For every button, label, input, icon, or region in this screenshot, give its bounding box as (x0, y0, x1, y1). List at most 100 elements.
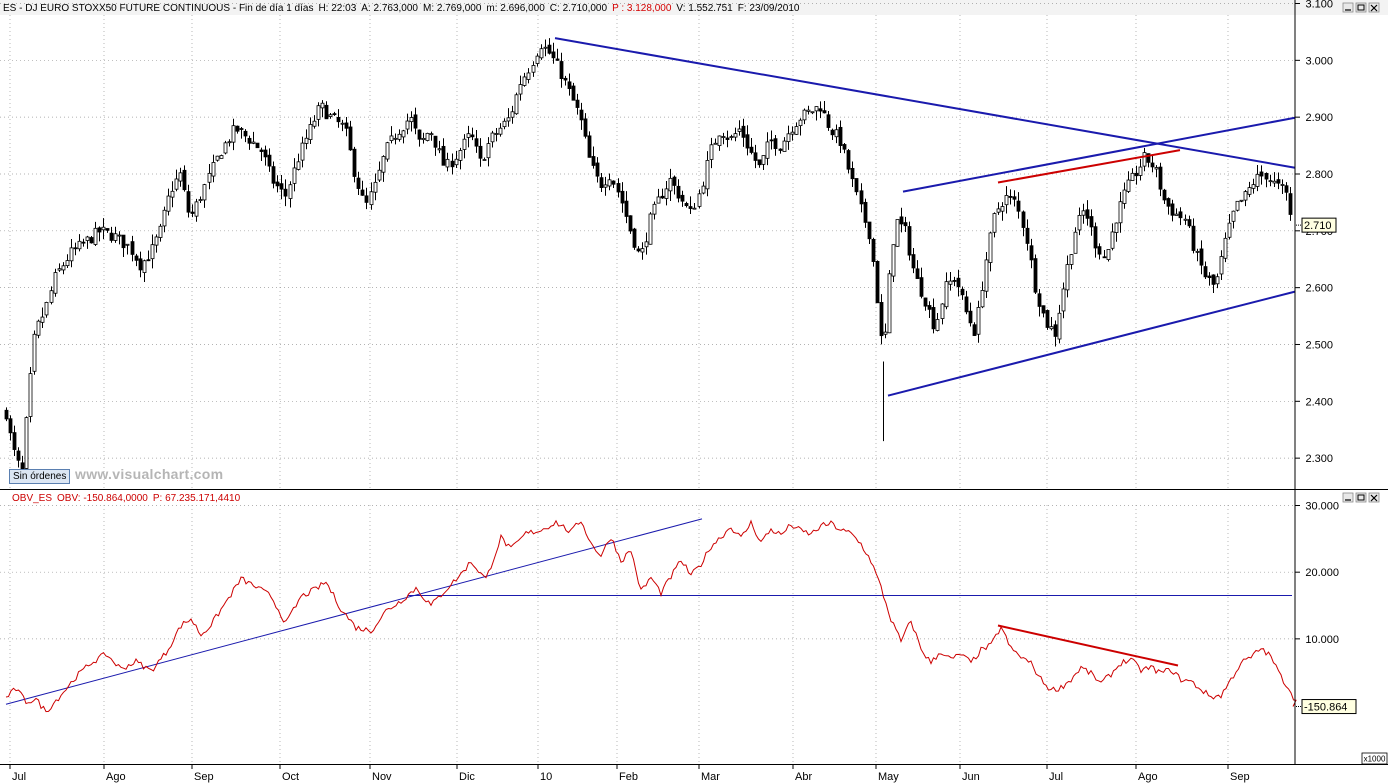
last-value-text: -150.864 (1304, 702, 1347, 714)
candle-body (1016, 200, 1021, 212)
header-stat-label: m: (486, 3, 500, 14)
obv-window-buttons[interactable] (1342, 492, 1380, 503)
candle-body (73, 247, 78, 250)
candle-body (1272, 180, 1277, 184)
candle-body (721, 136, 726, 138)
price-last-value: 2.710 (1296, 217, 1337, 233)
candle-body (389, 135, 394, 141)
candle-body (887, 273, 892, 334)
candle-body (433, 135, 438, 148)
candle-body (632, 228, 637, 248)
candle-body (1284, 185, 1289, 193)
candle-body (684, 203, 689, 207)
candle-body (543, 46, 548, 49)
candle-body (49, 290, 54, 303)
candle-body (1000, 206, 1005, 212)
candle-body (871, 238, 876, 262)
candle-body (935, 319, 940, 331)
candle-body (773, 138, 778, 149)
candle-body (1243, 191, 1248, 201)
trendline[interactable] (902, 116, 1296, 193)
candle-body (1227, 222, 1232, 238)
obv-y-tick-label: 20.000 (1305, 567, 1339, 579)
candle-body (518, 84, 523, 95)
candle-body (1102, 256, 1107, 259)
candle-body (761, 155, 766, 165)
candle-body (863, 201, 868, 223)
candle-body (802, 109, 807, 121)
candle-body (628, 215, 633, 232)
trendline[interactable] (887, 290, 1296, 397)
candle-body (1199, 248, 1204, 266)
candle-body (1142, 152, 1147, 167)
candle-body (170, 190, 175, 198)
candle-body (1146, 153, 1151, 163)
candle-body (834, 129, 839, 138)
candle-body (879, 302, 884, 337)
candle-body (409, 117, 414, 123)
obv-trendline[interactable] (5, 518, 703, 705)
candle-body (211, 162, 216, 177)
candle-body (506, 117, 511, 122)
header-stat-value: 3.128,000 (627, 3, 672, 14)
maximize-icon[interactable] (1355, 2, 1367, 13)
candle-body (101, 226, 106, 231)
candle-body (778, 148, 783, 151)
candle-body (142, 260, 147, 273)
candle-body (956, 277, 961, 288)
candle-body (16, 450, 21, 461)
obv-header-text: OBV_ES OBV: -150.864,0000 P: 67.235.171,44… (12, 493, 241, 504)
price-window-buttons[interactable] (1342, 2, 1380, 13)
x-tick-label: Feb (619, 771, 638, 783)
candle-body (1069, 254, 1074, 265)
candle-body (320, 102, 325, 109)
candle-body (838, 126, 843, 146)
candle-body (283, 188, 288, 197)
candle-body (397, 133, 402, 140)
header-stat-label: P: (153, 493, 165, 504)
candle-body (1057, 312, 1062, 340)
candle-body (790, 131, 795, 135)
candle-body (154, 236, 159, 246)
candle-body (709, 144, 714, 160)
candle-body (458, 150, 463, 161)
candle-body (968, 310, 973, 324)
header-stat-value: 2.696,000 (500, 3, 545, 14)
x-tick-label: 10 (540, 771, 552, 783)
candle-body (417, 129, 422, 140)
candle-body (510, 111, 515, 118)
candle-body (1150, 162, 1155, 168)
candle-body (583, 118, 588, 137)
candle-body (65, 260, 70, 267)
candle-body (259, 149, 264, 152)
obv-minimize-icon[interactable] (1342, 492, 1354, 503)
candle-body (563, 77, 568, 81)
obv-maximize-icon[interactable] (1355, 492, 1367, 503)
minimize-icon[interactable] (1342, 2, 1354, 13)
orders-badge[interactable]: Sin órdenes (9, 469, 71, 484)
candle-body (1110, 231, 1115, 249)
candle-body (883, 331, 888, 335)
price-y-tick-label: 2.500 (1305, 339, 1333, 351)
candle-body (445, 158, 450, 168)
candle-body (794, 126, 799, 135)
obv-trendlines (5, 518, 1292, 705)
candle-body (948, 280, 953, 285)
candle-body (579, 109, 584, 121)
candle-body (1280, 184, 1285, 186)
candle-body (1073, 231, 1078, 254)
candle-body (539, 48, 544, 59)
trendline[interactable] (997, 149, 1181, 184)
candle-body (263, 149, 268, 158)
obv-series (5, 519, 1297, 713)
candle-body (1037, 293, 1042, 307)
obv-trendline[interactable] (997, 624, 1179, 667)
candle-body (1106, 249, 1111, 260)
trendline[interactable] (554, 37, 1296, 169)
candle-body (911, 254, 916, 269)
header-stat-value: 23/09/2010 (749, 3, 799, 14)
candle-body (591, 156, 596, 166)
candle-body (940, 303, 945, 319)
candle-body (1061, 288, 1066, 312)
x-tick-label: Ago (1138, 771, 1158, 783)
